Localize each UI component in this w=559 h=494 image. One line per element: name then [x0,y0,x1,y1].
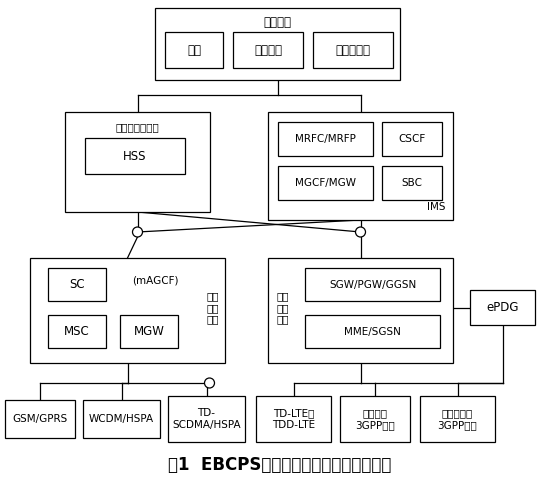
Bar [256,396,331,442]
Bar [268,258,453,363]
Bar [233,32,303,68]
Bar [382,122,442,156]
Text: 不可信任非
3GPP网络: 不可信任非 3GPP网络 [438,408,477,430]
Text: HSS: HSS [123,150,147,163]
Text: IMS: IMS [427,202,445,212]
Bar [65,112,210,212]
Text: 呈现: 呈现 [187,43,201,56]
Text: TD-
SCDMA/HSPA: TD- SCDMA/HSPA [172,408,241,430]
Text: MSC: MSC [64,325,90,338]
Circle shape [205,378,215,388]
Bar [48,268,106,301]
Bar [340,396,410,442]
Text: CSCF: CSCF [399,134,425,144]
Bar [278,122,373,156]
Text: 可信任非
3GPP网络: 可信任非 3GPP网络 [355,408,395,430]
Bar [85,138,185,174]
Circle shape [132,227,143,237]
Text: WCDM/HSPA: WCDM/HSPA [89,414,154,424]
Circle shape [356,227,366,237]
Text: 统一用户数据库: 统一用户数据库 [116,122,159,132]
Bar [470,290,535,325]
Bar [168,396,245,442]
Bar [305,315,440,348]
Bar [420,396,495,442]
Bar [278,166,373,200]
Text: TD-LTE或
TDD-LTE: TD-LTE或 TDD-LTE [272,408,315,430]
Bar [268,112,453,220]
Text: (mAGCF): (mAGCF) [132,275,178,285]
Bar [305,268,440,301]
Text: 即时消息: 即时消息 [254,43,282,56]
Bar [83,400,160,438]
Text: GSM/GPRS: GSM/GPRS [12,414,68,424]
Bar [30,258,225,363]
Bar [313,32,393,68]
Text: MGW: MGW [134,325,164,338]
Bar [5,400,75,438]
Bar [120,315,178,348]
Text: 应用平台: 应用平台 [263,15,291,29]
Text: 图1  EBCPS算法最优节点自动选择过程图: 图1 EBCPS算法最优节点自动选择过程图 [168,456,392,474]
Text: SGW/PGW/GGSN: SGW/PGW/GGSN [329,280,416,289]
Text: MGCF/MGW: MGCF/MGW [295,178,356,188]
Text: 分组
域核
心网: 分组 域核 心网 [277,291,289,325]
Text: 多媒体会议: 多媒体会议 [335,43,371,56]
Bar [48,315,106,348]
Bar [382,166,442,200]
Bar [165,32,223,68]
Text: SC: SC [69,278,85,291]
Text: MRFC/MRFP: MRFC/MRFP [295,134,356,144]
Text: MME/SGSN: MME/SGSN [344,327,401,336]
Text: 电路
域核
心网: 电路 域核 心网 [207,291,219,325]
Text: ePDG: ePDG [486,301,519,314]
Bar [155,8,400,80]
Text: SBC: SBC [401,178,423,188]
